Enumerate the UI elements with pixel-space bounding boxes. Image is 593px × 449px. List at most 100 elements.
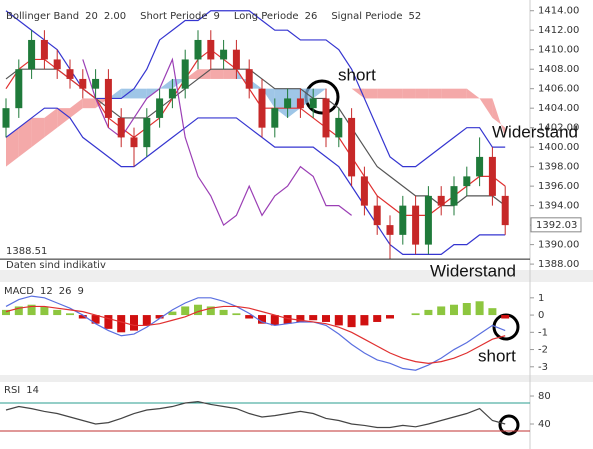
histogram-bar xyxy=(322,315,330,322)
candle-body xyxy=(284,98,292,109)
candle-body xyxy=(117,117,125,138)
histogram-bar xyxy=(206,306,215,316)
histogram-bar xyxy=(14,306,23,316)
histogram-bar xyxy=(142,315,151,326)
histogram-bar xyxy=(27,304,36,316)
cloud xyxy=(390,88,403,99)
cloud xyxy=(70,98,83,118)
histogram-bar xyxy=(309,315,318,321)
cloud xyxy=(428,88,442,99)
annotation: Widerstand xyxy=(492,122,578,141)
histogram-bar xyxy=(373,315,382,322)
cloud xyxy=(223,69,237,79)
candle-body xyxy=(463,176,471,187)
cloud xyxy=(492,98,506,138)
histogram-bar xyxy=(219,309,228,316)
annotation: short xyxy=(478,346,516,365)
cloud xyxy=(441,88,454,99)
candle-body xyxy=(322,98,330,138)
y-tick-label: 0 xyxy=(538,310,544,321)
candle-body xyxy=(373,205,381,226)
histogram-bar xyxy=(270,315,279,326)
legend-text: Bollinger Band xyxy=(6,11,79,22)
histogram-bar xyxy=(475,301,484,316)
candle-body xyxy=(194,39,202,60)
candle-body xyxy=(143,117,151,148)
histogram-bar xyxy=(411,313,420,316)
y-tick-label: 40 xyxy=(538,419,551,430)
y-tick-label: -1 xyxy=(538,327,548,338)
histogram-bar xyxy=(283,315,292,324)
legend-text: 14 xyxy=(26,385,39,396)
indicator-line xyxy=(5,401,506,429)
histogram-bar xyxy=(296,315,305,322)
y-tick-label: 1 xyxy=(538,293,544,304)
candle-body xyxy=(450,186,458,206)
y-tick-label: 80 xyxy=(538,391,551,402)
low-label: 1388.51 xyxy=(6,246,47,257)
candle-body xyxy=(245,69,253,89)
candle-body xyxy=(156,98,164,118)
candle-body xyxy=(424,195,432,245)
candle-body xyxy=(488,156,496,196)
y-tick-label: 1402.00 xyxy=(538,123,579,134)
legend-text: MACD xyxy=(4,286,34,297)
candle-body xyxy=(181,59,189,89)
y-tick-label: 1414.00 xyxy=(538,6,579,17)
candle-body xyxy=(399,205,407,235)
histogram-bar xyxy=(258,315,266,324)
y-tick-label: 1400.00 xyxy=(538,142,579,153)
histogram-bar xyxy=(488,308,497,316)
candle-body xyxy=(501,195,509,226)
histogram-bar xyxy=(245,315,254,319)
histogram-bar xyxy=(40,306,49,316)
candle-body xyxy=(53,59,61,70)
histogram-bar xyxy=(130,315,138,331)
cloud xyxy=(185,69,198,79)
cloud xyxy=(466,88,480,99)
y-tick-label: 1410.00 xyxy=(538,45,579,56)
histogram-bar xyxy=(53,309,62,316)
y-tick-label: 1394.00 xyxy=(538,201,579,212)
histogram-bar xyxy=(501,315,510,319)
legend-text: 52 xyxy=(409,11,422,22)
indicator-line xyxy=(5,295,506,371)
candle-body xyxy=(309,98,317,109)
cloud xyxy=(454,88,467,99)
cloud xyxy=(479,98,493,118)
candle-body xyxy=(2,108,10,128)
separator xyxy=(0,270,593,282)
candle-body xyxy=(66,69,74,79)
histogram-bar xyxy=(91,315,100,324)
candle-body xyxy=(92,78,100,89)
y-tick-label: -2 xyxy=(538,345,548,356)
last-price-label: 1392.03 xyxy=(536,220,577,231)
highlight-circle xyxy=(498,414,520,436)
separator xyxy=(0,375,593,382)
y-tick-label: 1412.00 xyxy=(538,25,579,36)
y-tick-label: 1388.00 xyxy=(538,259,579,270)
histogram-bar xyxy=(462,303,471,316)
histogram-bar xyxy=(155,315,164,319)
legend-text: 2.00 xyxy=(104,11,126,22)
legend-text: 26 xyxy=(305,11,318,22)
cloud xyxy=(134,88,147,99)
histogram-bar xyxy=(386,315,394,319)
candle-body xyxy=(232,49,240,70)
candle-body xyxy=(220,49,228,60)
y-tick-label: 1398.00 xyxy=(538,162,579,173)
cloud xyxy=(159,78,173,89)
y-tick-label: 1396.00 xyxy=(538,181,579,192)
cloud xyxy=(18,117,32,157)
indicator-line xyxy=(82,57,352,227)
cloud xyxy=(402,88,416,99)
cloud xyxy=(210,69,224,79)
last-price-box xyxy=(530,217,582,233)
histogram-bar xyxy=(181,306,190,316)
y-tick-label: 1408.00 xyxy=(538,64,579,75)
candle-body xyxy=(360,176,368,206)
legend-text: 9 xyxy=(77,286,83,297)
cloud xyxy=(44,108,58,138)
candle-body xyxy=(335,117,343,138)
